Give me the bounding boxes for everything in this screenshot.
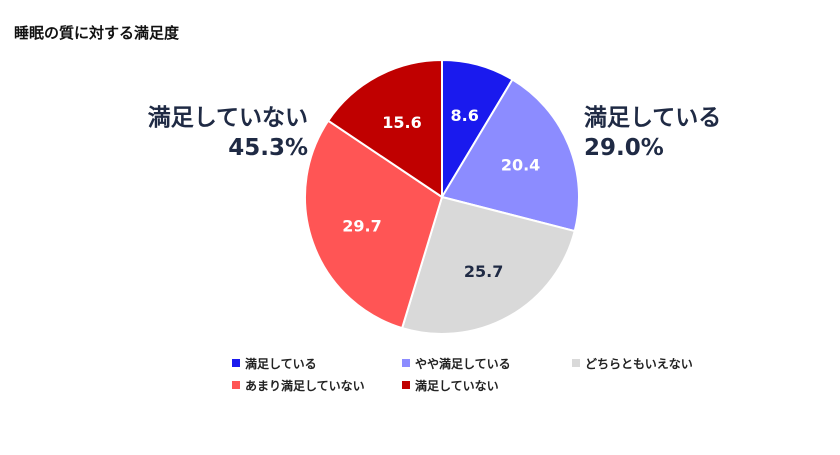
- legend-item: あまり満足していない: [232, 377, 402, 394]
- pie-slice-label-1: 8.6: [450, 106, 478, 125]
- callout-satisfied-label: 満足している: [584, 105, 722, 131]
- pie-slice-label-5: 15.6: [382, 113, 421, 132]
- pie-slice-label-3: 25.7: [464, 262, 503, 281]
- legend-item: 満足している: [232, 355, 402, 372]
- callout-not-satisfied-value: 45.3%: [228, 135, 308, 161]
- legend-item: 満足していない: [402, 377, 572, 394]
- legend-label: やや満足している: [415, 356, 511, 371]
- callout-not-satisfied-label: 満足していない: [147, 105, 308, 131]
- legend-swatch: [572, 359, 580, 367]
- pie-slice-label-2: 20.4: [501, 156, 540, 175]
- legend-label: 満足している: [245, 356, 317, 371]
- legend-item: やや満足している: [402, 355, 572, 372]
- pie-slice-3: [400, 195, 576, 335]
- legend-row: あまり満足していない 満足していない: [232, 374, 752, 396]
- pie-slice-label-4: 29.7: [342, 217, 381, 236]
- callout-satisfied-value: 29.0%: [584, 135, 664, 161]
- legend-swatch: [402, 359, 410, 367]
- legend-row: 満足している やや満足している どちらともいえない: [232, 352, 752, 374]
- chart-legend: 満足している やや満足している どちらともいえない あまり満足していない 満足し…: [232, 352, 752, 396]
- legend-swatch: [402, 381, 410, 389]
- legend-label: あまり満足していない: [245, 378, 365, 393]
- legend-label: 満足していない: [415, 378, 499, 393]
- callout-not-satisfied: 満足していない 45.3%: [148, 103, 308, 163]
- callout-satisfied: 満足している 29.0%: [584, 103, 721, 163]
- pie-slice-4: [304, 119, 444, 330]
- pie-slice-5: [326, 58, 443, 199]
- chart-title: 睡眠の質に対する満足度: [14, 24, 180, 42]
- legend-label: どちらともいえない: [585, 356, 693, 371]
- legend-swatch: [232, 381, 240, 389]
- legend-item: どちらともいえない: [572, 355, 742, 372]
- legend-swatch: [232, 359, 240, 367]
- pie-slice-2: [440, 78, 580, 233]
